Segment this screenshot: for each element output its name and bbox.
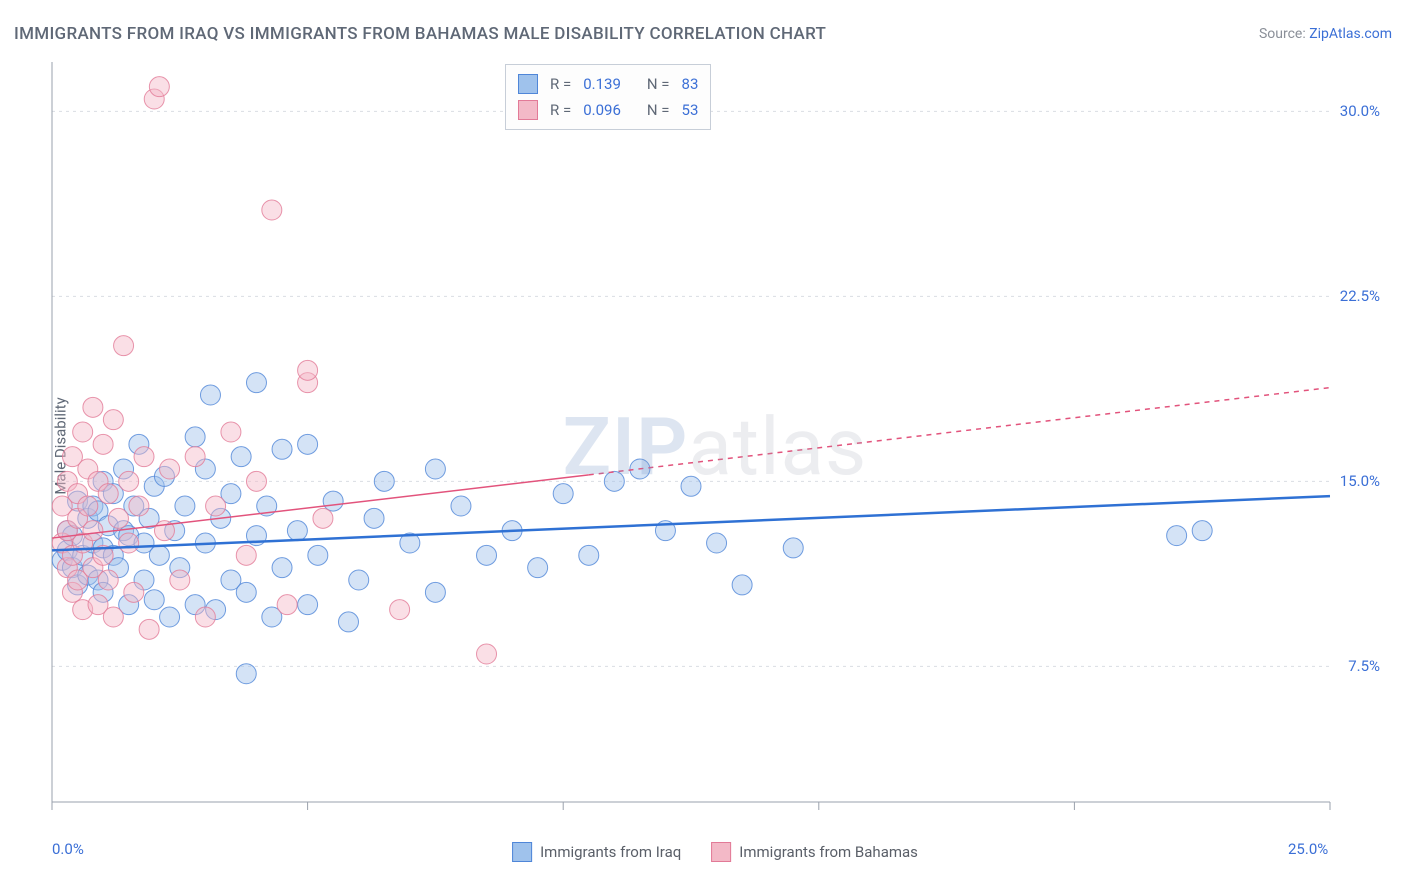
legend-label: Immigrants from Bahamas (739, 843, 918, 861)
legend-item: Immigrants from Bahamas (711, 842, 918, 862)
chart-area: ZIPatlas R =0.139N =83R =0.096N =53 Immi… (50, 62, 1380, 832)
y-tick-label: 30.0% (1340, 102, 1380, 120)
legend-swatch (518, 100, 538, 120)
legend-row: R = 0.096 N = 53 (518, 97, 698, 123)
legend-swatch (518, 74, 538, 94)
n-label: N = (647, 97, 670, 123)
x-tick-label: 25.0% (1288, 840, 1328, 858)
source-credit: Source: ZipAtlas.com (1259, 26, 1392, 42)
n-label: N = (647, 71, 670, 97)
chart-title: IMMIGRANTS FROM IRAQ VS IMMIGRANTS FROM … (14, 24, 826, 44)
scatter-plot (50, 62, 1380, 832)
y-tick-label: 22.5% (1340, 287, 1380, 305)
r-label: R = (550, 97, 571, 123)
title-bar: IMMIGRANTS FROM IRAQ VS IMMIGRANTS FROM … (14, 20, 1392, 48)
x-tick-label: 0.0% (52, 840, 84, 858)
r-label: R = (550, 71, 571, 97)
legend-swatch (512, 842, 532, 862)
legend-swatch (711, 842, 731, 862)
source-label: Source: (1259, 26, 1306, 42)
legend-label: Immigrants from Iraq (540, 843, 681, 861)
n-value: 53 (682, 97, 699, 123)
legend-item: Immigrants from Iraq (512, 842, 681, 862)
r-value: 0.139 (583, 71, 621, 97)
y-tick-label: 7.5% (1348, 657, 1380, 675)
y-tick-label: 15.0% (1340, 472, 1380, 490)
source-link[interactable]: ZipAtlas.com (1309, 26, 1392, 42)
correlation-legend: R = 0.139 N = 83 R = 0.096 N = 53 (505, 64, 711, 130)
n-value: 83 (682, 71, 699, 97)
series-legend: Immigrants from Iraq Immigrants from Baha… (512, 842, 918, 862)
legend-row: R = 0.139 N = 83 (518, 71, 698, 97)
r-value: 0.096 (583, 97, 621, 123)
